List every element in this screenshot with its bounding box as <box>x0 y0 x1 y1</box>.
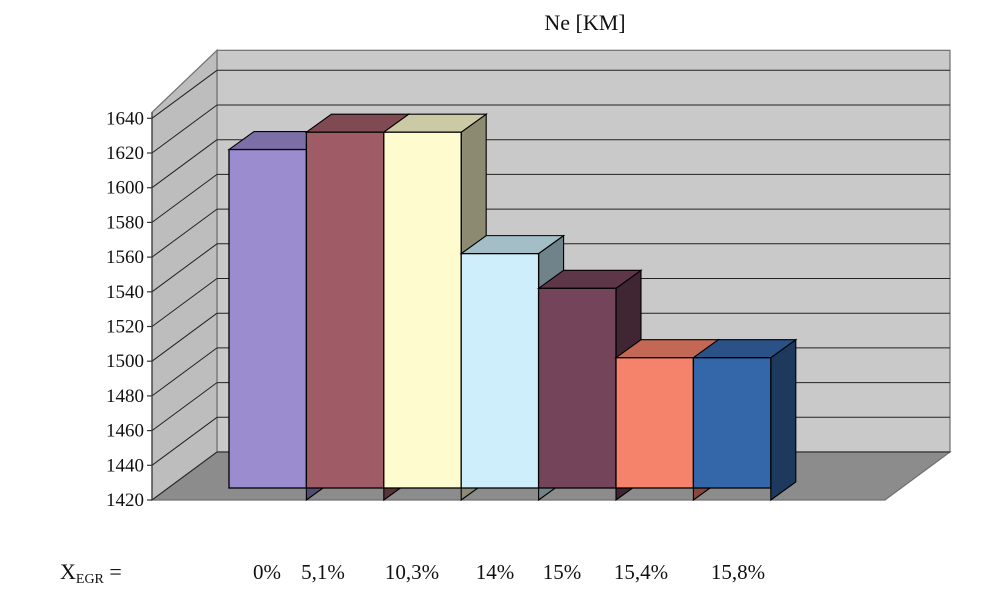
y-tick-label: 1480 <box>106 386 144 407</box>
gridline-side <box>151 243 218 293</box>
x-category-label: 5,1% <box>301 560 345 584</box>
y-tick-label: 1580 <box>106 212 144 233</box>
y-tick-labels: 1420 1440 1460 1480 1500 1520 1540 1560 1580 1600… <box>106 108 144 511</box>
y-tick-label: 1520 <box>106 317 144 338</box>
bar-front-face <box>460 252 540 489</box>
gridline-side <box>151 208 218 258</box>
x-axis-prefix-main: X <box>60 559 76 584</box>
x-category-label: 0% <box>253 560 281 584</box>
gridline-side <box>151 139 218 189</box>
x-category-label: 14% <box>476 560 515 584</box>
bar-front-face <box>305 131 385 489</box>
bar <box>382 113 488 502</box>
gridline-side <box>151 278 218 327</box>
bars <box>227 113 798 502</box>
y-axis <box>147 112 153 501</box>
y-tick-label: 1640 <box>106 108 144 129</box>
bar-front-face <box>537 287 617 489</box>
x-category-label: 15,4% <box>614 560 668 584</box>
y-tick-label: 1440 <box>106 455 144 476</box>
side-wall <box>151 48 218 502</box>
gridline-side <box>151 347 218 397</box>
x-axis-prefix-subscript: EGR <box>76 572 105 587</box>
x-axis-prefix-suffix: = <box>104 559 122 584</box>
x-category-label: 15% <box>543 560 582 584</box>
y-tick-label: 1460 <box>106 421 144 442</box>
bar-side-face <box>770 338 797 502</box>
y-tick-label: 1620 <box>106 143 144 164</box>
gridline-side <box>151 382 218 432</box>
gridline-side <box>151 416 218 466</box>
gridline-side <box>151 312 218 362</box>
x-category-labels: 0% 5,1% 10,3% 14% 15% 15,4% 15,8% <box>253 560 765 584</box>
y-tick-label: 1560 <box>106 247 144 268</box>
gridline-side <box>151 104 218 154</box>
bar-front-face <box>228 148 308 489</box>
x-category-label: 10,3% <box>385 560 439 584</box>
y-tick-label: 1420 <box>106 490 144 511</box>
y-tick-label: 1500 <box>106 351 144 372</box>
gridline-side <box>151 451 218 501</box>
bar-front-face <box>692 357 772 489</box>
bar-front-face <box>615 357 695 489</box>
gridline-side <box>151 173 218 223</box>
bar-front-face <box>383 131 462 489</box>
bar <box>691 338 798 502</box>
y-tick-label: 1600 <box>106 178 144 199</box>
x-category-label: 15,8% <box>711 560 765 584</box>
y-tick-label: 1540 <box>106 282 144 303</box>
x-axis-prefix-label: XEGR = <box>60 559 122 587</box>
gridline-side <box>151 69 218 119</box>
chart-title: Ne [KM] <box>544 10 625 35</box>
